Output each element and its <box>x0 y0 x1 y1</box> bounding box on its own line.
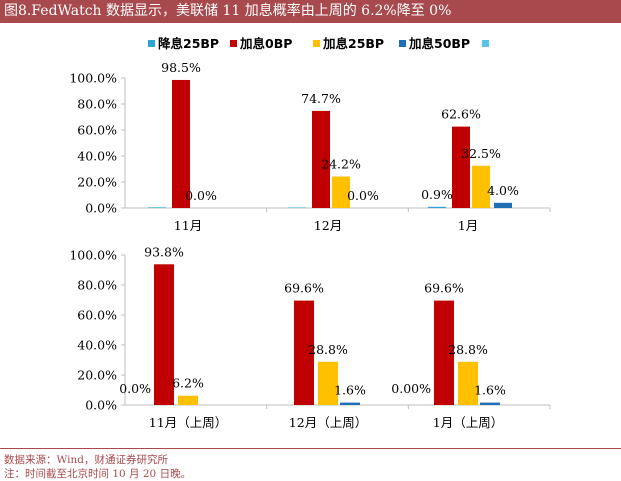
data-label: 62.6% <box>441 107 481 122</box>
x-tick-label: 11月（上周） <box>149 415 227 430</box>
data-label: 0.0% <box>185 188 217 203</box>
legend-label: 加息0BP <box>239 36 292 51</box>
data-label: 69.6% <box>284 281 324 296</box>
chart-title: 图8.FedWatch 数据显示，美联储 11 加息概率由上周的 6.2%降至 … <box>0 0 621 23</box>
y-tick-label: 80.0% <box>77 278 117 293</box>
y-tick-label: 0.0% <box>85 398 117 413</box>
y-tick-label: 100.0% <box>69 248 117 263</box>
data-label: 28.8% <box>448 342 488 357</box>
bar <box>312 110 330 208</box>
bar <box>434 300 454 405</box>
data-label: 32.5% <box>461 146 501 161</box>
data-label: 0.00% <box>391 381 431 396</box>
x-tick-label: 12月 <box>314 218 342 233</box>
data-label: 4.0% <box>487 183 519 198</box>
footer-divider <box>0 448 621 449</box>
legend-swatch <box>399 40 406 47</box>
y-tick-label: 40.0% <box>77 149 117 164</box>
data-label: 24.2% <box>321 157 361 172</box>
legend-label: 降息25BP <box>158 36 219 51</box>
y-tick-label: 40.0% <box>77 338 117 353</box>
data-label: 69.6% <box>424 281 464 296</box>
data-label: 28.8% <box>308 342 348 357</box>
bar <box>294 300 314 405</box>
bar <box>178 395 198 405</box>
bar <box>472 165 490 208</box>
bar <box>428 206 446 208</box>
bar <box>148 207 166 208</box>
y-tick-label: 60.0% <box>77 308 117 323</box>
legend-swatch <box>148 40 155 47</box>
bar <box>452 126 470 208</box>
bar <box>340 402 360 405</box>
footnote: 注：时间截至北京时间 10 月 20 日晚。 <box>4 468 192 480</box>
bar <box>318 361 338 405</box>
bar <box>332 176 350 208</box>
data-label: 1.6% <box>474 383 506 398</box>
bar <box>172 79 190 208</box>
bar <box>288 207 306 208</box>
data-label: 98.5% <box>161 60 201 75</box>
bar <box>458 361 478 405</box>
data-label: 1.6% <box>334 383 366 398</box>
data-label: 0.9% <box>421 187 453 202</box>
legend-swatch <box>230 40 237 47</box>
legend-label: 加息25BP <box>322 36 384 51</box>
bar <box>480 402 500 405</box>
y-tick-label: 20.0% <box>77 368 117 383</box>
bar <box>154 264 174 405</box>
data-label: 0.0% <box>347 188 379 203</box>
fedwatch-chart: 降息25BP 加息0BP 加息25BP 加息50BP0.0%20.0%40.0%60.… <box>69 36 551 430</box>
data-label: 6.2% <box>172 376 204 391</box>
x-tick-label: 1月（上周） <box>433 415 503 430</box>
y-tick-label: 0.0% <box>85 201 117 216</box>
data-label: 0.0% <box>119 381 151 396</box>
y-tick-label: 80.0% <box>77 97 117 112</box>
x-tick-label: 11月 <box>174 218 202 233</box>
bar <box>494 202 512 208</box>
y-tick-label: 60.0% <box>77 123 117 138</box>
y-tick-label: 100.0% <box>69 71 117 86</box>
source-note: 数据来源：Wind，财通证券研究所 <box>4 454 168 466</box>
data-label: 74.7% <box>301 91 341 106</box>
legend-label: 加息50BP <box>408 36 470 51</box>
x-tick-label: 12月（上周） <box>289 415 367 430</box>
data-label: 93.8% <box>144 244 184 259</box>
x-tick-label: 1月 <box>458 218 478 233</box>
y-tick-label: 20.0% <box>77 175 117 190</box>
legend-swatch <box>482 40 489 47</box>
legend-swatch <box>313 40 320 47</box>
